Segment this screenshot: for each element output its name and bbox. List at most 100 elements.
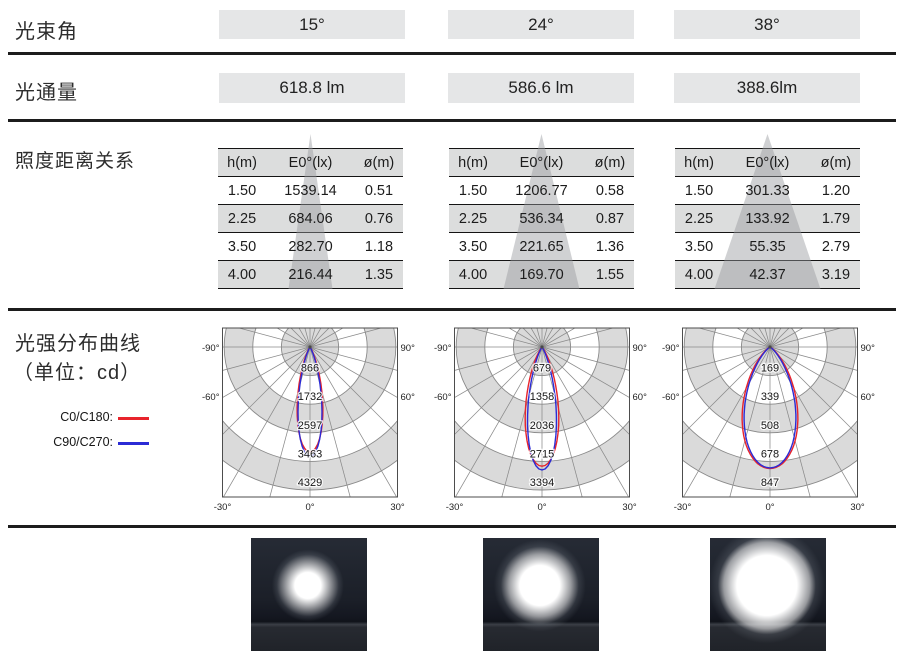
table-header-row: h(m) E0°(lx) ø(m) [218, 149, 403, 177]
svg-text:-30°: -30° [446, 502, 464, 513]
table-row: 2.25 684.06 0.76 [218, 205, 403, 233]
svg-text:679: 679 [533, 363, 551, 375]
svg-text:3463: 3463 [298, 448, 322, 460]
table-cell: 0.87 [595, 210, 625, 227]
beam-photo-15 [251, 538, 367, 651]
table-cell: 169.70 [519, 266, 564, 283]
table-cell: 1.50 [458, 182, 488, 199]
table-cell: 4.00 [684, 266, 714, 283]
beam-angle-value-1: 15° [219, 10, 405, 39]
svg-text:90°: 90° [401, 343, 416, 354]
table-header-cell: ø(m) [594, 154, 626, 171]
table-cell: 3.50 [684, 238, 714, 255]
beam-angle-value-3: 38° [674, 10, 860, 39]
table-row: 3.50 55.35 2.79 [675, 233, 860, 261]
beam-angle-label: 光束角 [15, 21, 78, 43]
table-row: 2.25 133.92 1.79 [675, 205, 860, 233]
svg-text:866: 866 [301, 363, 319, 375]
table-header-cell: E0°(lx) [745, 154, 790, 171]
svg-text:0°: 0° [765, 502, 774, 513]
table-cell: 2.25 [458, 210, 488, 227]
table-row: 2.25 536.34 0.87 [449, 205, 634, 233]
table-cell: 216.44 [288, 266, 333, 283]
svg-text:339: 339 [761, 391, 779, 403]
table-cell: 55.35 [749, 238, 786, 255]
table-cell: 301.33 [745, 182, 790, 199]
table-cell: 684.06 [288, 210, 333, 227]
table-cell: 3.19 [821, 266, 851, 283]
svg-text:2036: 2036 [530, 420, 554, 432]
table-header-cell: ø(m) [363, 154, 395, 171]
divider-3 [8, 308, 896, 311]
table-cell: 1206.77 [515, 182, 568, 199]
table-row: 4.00 42.37 3.19 [675, 261, 860, 289]
svg-text:-30°: -30° [214, 502, 232, 513]
table-cell: 1.36 [595, 238, 625, 255]
svg-text:-60°: -60° [662, 392, 680, 403]
illuminance-table-15: h(m) E0°(lx) ø(m) 1.50 1539.14 0.51 2.25 684.06… [218, 148, 403, 289]
table-header-cell: h(m) [227, 154, 257, 171]
table-header-row: h(m) E0°(lx) ø(m) [675, 149, 860, 177]
table-row: 1.50 1206.77 0.58 [449, 177, 634, 205]
legend-c90-c270-line [118, 442, 149, 445]
table-row: 1.50 301.33 1.20 [675, 177, 860, 205]
svg-text:1732: 1732 [298, 391, 322, 403]
table-cell: 0.58 [595, 182, 625, 199]
illuminance-table-38: h(m) E0°(lx) ø(m) 1.50 301.33 1.20 2.25 133.92 1… [675, 148, 860, 289]
legend-c0-c180-line [118, 417, 149, 420]
illuminance-section-label: 照度距离关系 [15, 151, 136, 172]
divider-2 [8, 119, 896, 122]
flux-label: 光通量 [15, 82, 78, 104]
svg-text:60°: 60° [633, 392, 648, 403]
beam-angle-value-2: 24° [448, 10, 634, 39]
svg-text:-90°: -90° [434, 343, 452, 354]
svg-text:-90°: -90° [202, 343, 220, 354]
divider-4 [8, 525, 896, 528]
table-cell: 0.51 [364, 182, 394, 199]
polar-chart-38: 169 339 508 678 847 -90° -60° 90° 60° -30° 0° 30° [662, 327, 876, 513]
table-row: 3.50 282.70 1.18 [218, 233, 403, 261]
svg-text:-30°: -30° [674, 502, 692, 513]
svg-text:30°: 30° [622, 502, 637, 513]
svg-text:60°: 60° [401, 392, 416, 403]
table-row: 3.50 221.65 1.36 [449, 233, 634, 261]
table-cell: 1539.14 [284, 182, 337, 199]
table-cell: 4.00 [227, 266, 257, 283]
svg-text:4329: 4329 [298, 477, 322, 489]
illuminance-table-24: h(m) E0°(lx) ø(m) 1.50 1206.77 0.58 2.25 536.34… [449, 148, 634, 289]
svg-text:-60°: -60° [434, 392, 452, 403]
svg-text:1358: 1358 [530, 391, 554, 403]
curves-section-label: 光强分布曲线 [15, 333, 141, 355]
svg-text:678: 678 [761, 448, 779, 460]
svg-text:-90°: -90° [662, 343, 680, 354]
table-cell: 221.65 [519, 238, 564, 255]
svg-text:90°: 90° [633, 343, 648, 354]
svg-text:0°: 0° [305, 502, 314, 513]
svg-text:30°: 30° [850, 502, 865, 513]
table-cell: 1.20 [821, 182, 851, 199]
table-cell: 1.18 [364, 238, 394, 255]
polar-chart-15: 866 1732 2597 3463 4329 -90° -60° 90° 60° -30° 0° 3… [202, 327, 416, 513]
table-cell: 1.50 [227, 182, 257, 199]
table-cell: 2.25 [227, 210, 257, 227]
flux-value-3: 388.6lm [674, 73, 860, 103]
svg-text:3394: 3394 [530, 477, 554, 489]
table-row: 1.50 1539.14 0.51 [218, 177, 403, 205]
svg-text:-60°: -60° [202, 392, 220, 403]
svg-text:2715: 2715 [530, 448, 554, 460]
table-cell: 1.55 [595, 266, 625, 283]
svg-text:90°: 90° [861, 343, 876, 354]
svg-text:169: 169 [761, 363, 779, 375]
table-cell: 0.76 [364, 210, 394, 227]
table-cell: 4.00 [458, 266, 488, 283]
table-cell: 1.50 [684, 182, 714, 199]
beam-photo-38 [710, 538, 826, 651]
table-cell: 133.92 [745, 210, 790, 227]
table-header-cell: ø(m) [820, 154, 852, 171]
legend-c90-c270-label: C90/C270: [53, 435, 113, 449]
svg-text:0°: 0° [537, 502, 546, 513]
legend-c0-c180-label: C0/C180: [60, 410, 113, 424]
svg-text:508: 508 [761, 420, 779, 432]
table-header-cell: E0°(lx) [288, 154, 333, 171]
table-cell: 2.79 [821, 238, 851, 255]
